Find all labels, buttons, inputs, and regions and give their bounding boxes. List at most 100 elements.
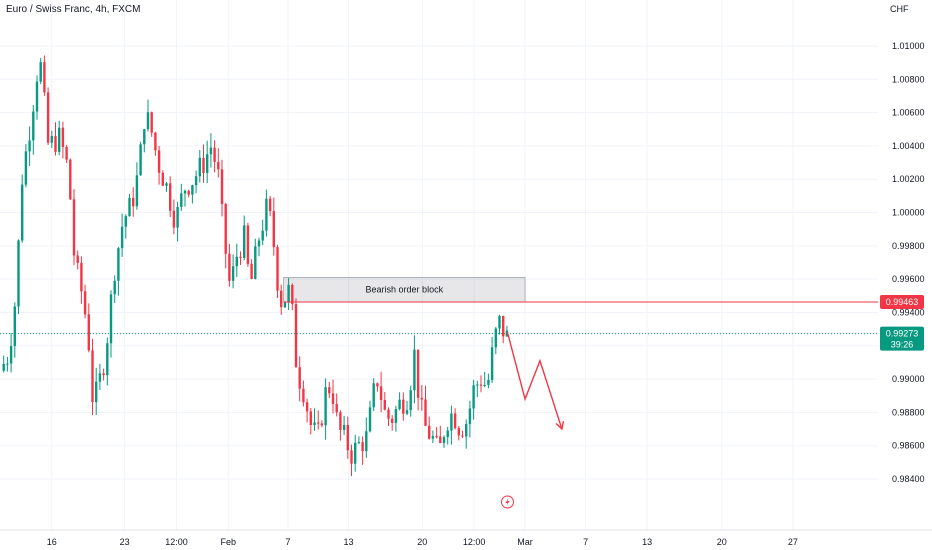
current-price-tag — [880, 326, 924, 351]
candle-body — [187, 190, 190, 195]
candle-body — [150, 112, 153, 133]
chart-title: Euro / Swiss Franc, 4h, FXCM — [6, 4, 141, 15]
candle-body — [161, 172, 164, 186]
candle-body — [228, 253, 231, 281]
candle-body — [80, 262, 83, 292]
bearish-order-block[interactable]: Bearish order block — [283, 277, 526, 303]
candle-body — [317, 422, 320, 424]
candle-body — [424, 399, 427, 426]
candle-body — [272, 211, 275, 248]
resistance-price-label: 0.99463 — [886, 297, 919, 307]
candle-body — [124, 216, 127, 227]
currency-label: CHF — [890, 4, 909, 14]
candle-body — [402, 399, 405, 414]
price-tick-label: 0.99000 — [892, 374, 925, 384]
candle-body — [324, 387, 327, 426]
candle-body — [420, 397, 423, 400]
candle-body — [83, 291, 87, 315]
price-tick-label: 1.00400 — [892, 141, 925, 151]
candle-body — [91, 350, 94, 403]
price-tick-label: 1.00000 — [892, 208, 925, 218]
candle-body — [72, 199, 76, 256]
price-tick-label: 0.99800 — [892, 241, 925, 251]
candle-body — [180, 193, 183, 207]
candle-body — [139, 144, 142, 176]
candle-body — [6, 363, 9, 365]
candle-body — [172, 210, 176, 228]
candle-body — [113, 280, 116, 295]
candle-body — [394, 409, 398, 423]
bar-countdown-label: 39:26 — [891, 340, 914, 350]
price-tick-label: 0.99600 — [892, 274, 925, 284]
candle-body — [224, 203, 227, 254]
candle-body — [490, 347, 494, 380]
time-tick-label: 12:00 — [165, 537, 188, 547]
candle-body — [50, 136, 53, 143]
candle-body — [468, 408, 472, 425]
candle-body — [213, 147, 216, 162]
candle-body — [43, 62, 46, 93]
projection-path — [506, 332, 565, 431]
candle-body — [198, 157, 201, 177]
candle-body — [428, 425, 431, 439]
candle-body — [268, 198, 272, 212]
candle-body — [405, 410, 409, 414]
candle-body — [17, 240, 20, 307]
time-axis[interactable]: 16 23 12:00 Feb 7 13 20 12:00 Mar 7 13 20 27 — [47, 537, 798, 547]
candle-body — [298, 367, 301, 389]
candle-body — [476, 384, 479, 386]
candle-body — [157, 150, 161, 173]
candle-body — [202, 157, 205, 174]
candle-body — [143, 129, 146, 145]
order-block-label: Bearish order block — [366, 285, 444, 295]
candle-body — [383, 400, 386, 410]
candle-body — [453, 413, 457, 429]
price-axis[interactable]: 1.01000 1.00800 1.00600 1.00400 1.00200 1.000… — [892, 41, 925, 484]
time-tick-label: Feb — [221, 537, 237, 547]
candle-body — [391, 418, 394, 423]
time-tick-label: 20 — [417, 537, 427, 547]
candle-body — [13, 306, 16, 347]
candle-body — [413, 349, 416, 391]
candle-body — [243, 225, 246, 258]
candle-body — [435, 436, 438, 438]
candle-body — [365, 431, 368, 452]
candle-body — [102, 373, 105, 376]
candle-body — [331, 393, 335, 405]
candle-body — [487, 379, 490, 385]
candle-body — [379, 386, 383, 401]
candle-body — [431, 436, 435, 439]
candle-body — [117, 248, 120, 281]
candle-body — [146, 112, 150, 130]
price-lines — [0, 301, 878, 335]
candle-body — [442, 437, 446, 444]
candle-body — [46, 92, 50, 143]
time-tick-label: 20 — [717, 537, 727, 547]
candle-body — [483, 384, 486, 386]
candle-body — [209, 147, 213, 155]
candle-body — [368, 407, 372, 432]
candle-body — [461, 435, 464, 437]
time-tick-label: Mar — [517, 537, 533, 547]
candle-body — [154, 132, 157, 151]
candle-body — [194, 176, 198, 186]
candle-body — [309, 411, 312, 426]
candle-body — [350, 450, 353, 464]
candle-body — [65, 146, 68, 160]
candle-body — [457, 428, 460, 436]
candle-body — [291, 284, 294, 305]
misc-markers — [500, 495, 514, 509]
candle-body — [346, 424, 349, 451]
candle-body — [265, 198, 268, 231]
candle-body — [95, 381, 98, 403]
candle-body — [39, 62, 42, 82]
candle-body — [302, 388, 305, 403]
candle-body — [69, 159, 72, 200]
candle-body — [98, 373, 102, 382]
candle-body — [206, 154, 209, 174]
time-tick-label: 13 — [642, 537, 652, 547]
order-block-rect — [283, 277, 526, 303]
time-tick-label: 12:00 — [463, 537, 486, 547]
